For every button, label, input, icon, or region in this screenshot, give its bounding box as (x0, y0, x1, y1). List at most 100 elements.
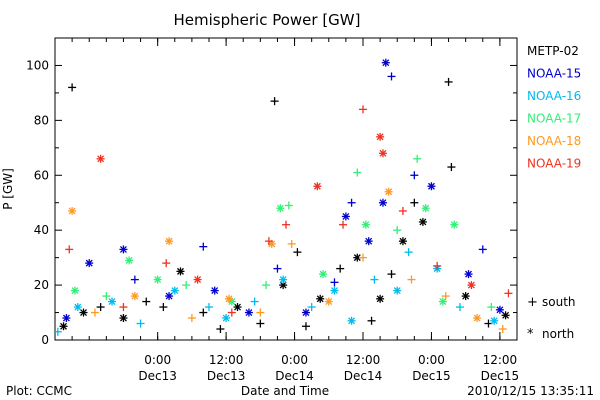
data-point-south (444, 77, 453, 86)
data-point-north (376, 132, 385, 141)
x-axis: 0:00 Dec13 12:00 Dec13 0:00 Dec14 12:00 Dec14 0:… (71, 38, 519, 383)
data-point-south (68, 83, 77, 92)
y-tick-label: 0 (41, 333, 49, 347)
data-point-south (199, 242, 208, 251)
marker-legend-label: north (542, 327, 574, 341)
data-point-south (478, 245, 487, 254)
data-point-north (313, 182, 322, 191)
data-point-north (193, 275, 202, 284)
data-point-south (264, 237, 273, 246)
data-point-north (108, 297, 117, 306)
data-point-north (319, 270, 328, 279)
data-point-south (339, 220, 348, 229)
marker-legend-symbol: + (527, 295, 538, 310)
data-point-north (384, 187, 393, 196)
data-point-north (501, 311, 510, 320)
data-point-south (199, 308, 208, 317)
data-point-north (301, 308, 310, 317)
data-point-north (376, 294, 385, 303)
data-point-north (438, 297, 447, 306)
data-point-south (159, 303, 168, 312)
data-point-north (59, 322, 68, 331)
data-point-south (504, 289, 513, 298)
data-point-north (70, 286, 79, 295)
x-tick-label-date: Dec14 (275, 369, 314, 383)
data-point-south (250, 297, 259, 306)
data-point-north (467, 281, 476, 290)
data-point-south (142, 297, 151, 306)
data-point-north (279, 275, 288, 284)
data-point-north (341, 212, 350, 221)
legend-entry: METP-02 (527, 44, 579, 58)
legend-entry: NOAA-17 (527, 112, 581, 126)
data-point-north (222, 314, 231, 323)
x-tick-label-date: Dec14 (344, 369, 383, 383)
y-tick-label: 100 (26, 58, 49, 72)
data-point-south (413, 154, 422, 163)
data-point-south (307, 303, 316, 312)
data-point-north (85, 259, 94, 268)
footer-timestamp: 2010/12/15 13:35:11 (467, 384, 594, 398)
data-point-south (96, 303, 105, 312)
plot-frame (54, 37, 518, 341)
x-tick-label-time: 0:00 (281, 353, 308, 367)
data-point-south (370, 275, 379, 284)
x-tick-label-date: Dec15 (412, 369, 451, 383)
data-point-north (73, 303, 82, 312)
data-point-north (165, 292, 174, 301)
data-point-south (347, 198, 356, 207)
data-point-south (130, 275, 139, 284)
data-point-south (287, 239, 296, 248)
data-point-south (393, 226, 402, 235)
footer-left: Plot: CCMC (6, 384, 72, 398)
data-markers (53, 58, 513, 336)
data-point-south (182, 281, 191, 290)
y-tick-label: 40 (34, 223, 49, 237)
legend-entry: NOAA-15 (527, 67, 581, 81)
data-point-south (262, 281, 271, 290)
data-point-south (119, 303, 128, 312)
data-point-south (441, 292, 450, 301)
data-point-south (90, 308, 99, 317)
data-point-north (324, 297, 333, 306)
data-point-north (330, 286, 339, 295)
data-point-south (301, 322, 310, 331)
data-point-south (162, 259, 171, 268)
data-point-south (487, 303, 496, 312)
legend-entry: NOAA-18 (527, 134, 581, 148)
data-point-north (276, 204, 285, 213)
data-point-south (65, 245, 74, 254)
x-axis-label: Date and Time (241, 384, 329, 398)
data-point-north (464, 270, 473, 279)
data-point-south (102, 292, 111, 301)
data-point-north (495, 305, 504, 314)
y-tick-label: 60 (34, 168, 49, 182)
data-point-north (165, 237, 174, 246)
x-tick-label-time: 0:00 (144, 353, 171, 367)
data-point-north (347, 316, 356, 325)
data-point-south (367, 316, 376, 325)
x-tick-label-time: 12:00 (483, 353, 518, 367)
data-point-north (233, 303, 242, 312)
data-point-south (407, 275, 416, 284)
data-point-south (284, 201, 293, 210)
data-point-north (398, 237, 407, 246)
data-point-south (187, 314, 196, 323)
data-point-south (227, 308, 236, 317)
data-point-south (433, 261, 442, 270)
data-point-south (498, 325, 507, 334)
x-tick-label-time: 12:00 (346, 353, 381, 367)
data-point-south (387, 72, 396, 81)
data-point-north (153, 275, 162, 284)
data-point-south (353, 168, 362, 177)
data-point-south (205, 303, 213, 312)
data-point-north (490, 316, 499, 325)
data-point-north (361, 220, 370, 229)
data-point-south (359, 105, 367, 114)
data-point-south (359, 253, 367, 262)
data-point-south (398, 206, 407, 215)
x-tick-label-time: 0:00 (418, 353, 445, 367)
data-point-south (404, 248, 413, 257)
data-point-north (130, 292, 139, 301)
